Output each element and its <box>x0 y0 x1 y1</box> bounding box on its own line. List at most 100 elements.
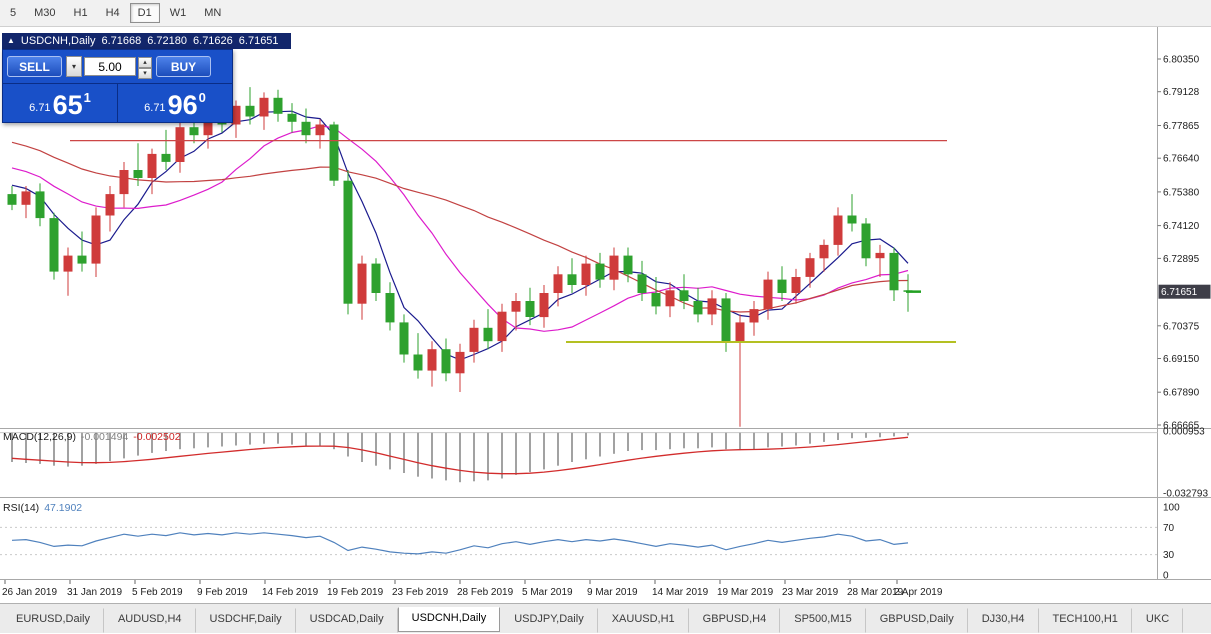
candle-body <box>455 351 465 374</box>
time-axis-label: 23 Feb 2019 <box>392 587 449 598</box>
candle-body <box>637 274 647 293</box>
tab-gbpusd-h4[interactable]: GBPUSD,H4 <box>688 608 781 633</box>
macd-bar <box>459 432 461 483</box>
candlestick-series <box>7 87 913 427</box>
tab-ukc[interactable]: UKC <box>1131 608 1184 633</box>
macd-bar <box>319 432 321 447</box>
candle-body <box>567 274 577 285</box>
candle-body <box>77 255 87 264</box>
candle-body <box>651 293 661 307</box>
chart-title-bar[interactable]: ▲ USDCNH,Daily 6.71668 6.72180 6.71626 6… <box>2 33 291 49</box>
tab-usdchf-daily[interactable]: USDCHF,Daily <box>195 608 296 633</box>
timeframe-h1[interactable]: H1 <box>66 3 96 23</box>
candle-body <box>329 124 339 181</box>
price-axis-label: 6.67890 <box>1163 388 1200 399</box>
macd-bar <box>389 432 391 470</box>
candle-body <box>595 263 605 280</box>
price-axis-label: 6.69150 <box>1163 354 1200 365</box>
macd-bar <box>123 432 125 459</box>
macd-bar <box>529 432 531 473</box>
tab-usdcad-daily[interactable]: USDCAD,Daily <box>295 608 398 633</box>
tab-sp500-m15[interactable]: SP500,M15 <box>780 608 866 633</box>
time-axis-label: 2 Apr 2019 <box>894 587 943 598</box>
candle-body <box>777 279 787 293</box>
bid-price-big: 65 <box>52 90 83 121</box>
volume-stepper[interactable]: ▴ ▾ <box>138 57 152 79</box>
volume-dropdown-button[interactable]: ▾ <box>66 56 82 77</box>
tab-dj30-h4[interactable]: DJ30,H4 <box>967 608 1039 633</box>
timeframe-5[interactable]: 5 <box>2 3 24 23</box>
macd-signal-line <box>11 436 909 475</box>
rsi-axis-label: 70 <box>1163 523 1175 534</box>
candle-body <box>833 215 843 245</box>
candle-body <box>119 170 129 195</box>
candle-body <box>287 113 297 122</box>
macd-bar <box>613 432 615 454</box>
price-axis-label: 6.74120 <box>1163 221 1200 232</box>
tab-tech100-h1[interactable]: TECH100,H1 <box>1038 608 1132 633</box>
tab-gbpusd-daily[interactable]: GBPUSD,Daily <box>865 608 968 633</box>
candle-body <box>301 121 311 136</box>
time-axis-label: 26 Jan 2019 <box>2 587 57 598</box>
macd-bar <box>333 432 335 450</box>
macd-bar <box>809 432 811 444</box>
candle-body <box>609 255 619 280</box>
chart-tab-bar: EURUSD,Daily AUDUSD,H4 USDCHF,Daily USDCAD,… <box>0 603 1211 633</box>
time-axis-label: 5 Feb 2019 <box>132 587 183 598</box>
chart-region[interactable]: 6.71651 6.80350 6.79128 6.77865 6.76640 6.753… <box>0 27 1211 603</box>
sell-button[interactable]: SELL <box>7 56 62 77</box>
tab-usdjpy-daily[interactable]: USDJPY,Daily <box>500 608 598 633</box>
macd-bar <box>109 432 111 462</box>
rsi-axis-label: 0 <box>1163 571 1169 582</box>
macd-bar <box>53 432 55 466</box>
bid-price[interactable]: 6.71 65 1 <box>3 84 117 122</box>
macd-bar <box>235 432 237 446</box>
volume-down-icon[interactable]: ▾ <box>138 68 152 79</box>
timeframe-h4[interactable]: H4 <box>98 3 128 23</box>
rsi-indicator-label: RSI(14) 47.1902 <box>3 502 82 514</box>
macd-bar <box>585 432 587 460</box>
candle-body <box>469 327 479 352</box>
macd-bar <box>165 432 167 451</box>
macd-bar <box>417 432 419 477</box>
ma-fast-line <box>11 110 909 361</box>
macd-bar <box>221 432 223 447</box>
tab-usdcnh-daily[interactable]: USDCNH,Daily <box>397 607 501 632</box>
macd-bar <box>431 432 433 479</box>
volume-input[interactable] <box>84 57 136 76</box>
macd-indicator-label: MACD(12,26,9) -0.001494 -0.002502 <box>3 431 181 443</box>
timeframe-m30[interactable]: M30 <box>26 3 63 23</box>
macd-bar <box>627 432 629 451</box>
candle-body <box>763 279 773 309</box>
candle-body <box>483 327 493 342</box>
timeframe-d1[interactable]: D1 <box>129 3 160 23</box>
tab-eurusd-daily[interactable]: EURUSD,Daily <box>2 608 104 633</box>
macd-axis-label: 0.000953 <box>1163 426 1205 437</box>
candle-body <box>861 223 871 259</box>
price-axis-label: 6.75380 <box>1163 187 1200 198</box>
timeframe-toolbar: 5 M30 H1 H4 D1 W1 MN <box>0 0 1211 27</box>
macd-bar <box>753 432 755 450</box>
price-divider <box>117 84 118 122</box>
ask-price[interactable]: 6.71 96 0 <box>118 84 232 122</box>
candle-body <box>441 349 451 374</box>
tab-xauusd-h1[interactable]: XAUUSD,H1 <box>597 608 689 633</box>
timeframe-mn[interactable]: MN <box>196 3 229 23</box>
candle-body <box>105 194 115 216</box>
candle-body <box>623 255 633 275</box>
macd-bar <box>263 432 265 444</box>
candle-body <box>231 105 241 125</box>
timeframe-w1[interactable]: W1 <box>162 3 195 23</box>
candle-body <box>259 97 269 117</box>
ask-price-big: 96 <box>167 90 198 121</box>
macd-bar <box>67 432 69 467</box>
macd-bar <box>879 432 881 438</box>
chart-canvas[interactable]: 6.716516.803506.791286.778656.766406.753… <box>0 27 1211 603</box>
candle-body <box>693 301 703 315</box>
buy-button[interactable]: BUY <box>156 56 211 77</box>
volume-up-icon[interactable]: ▴ <box>138 57 152 68</box>
candle-body <box>805 258 815 277</box>
tab-audusd-h4[interactable]: AUDUSD,H4 <box>103 608 196 633</box>
current-price-badge-label: 6.71651 <box>1161 287 1198 298</box>
